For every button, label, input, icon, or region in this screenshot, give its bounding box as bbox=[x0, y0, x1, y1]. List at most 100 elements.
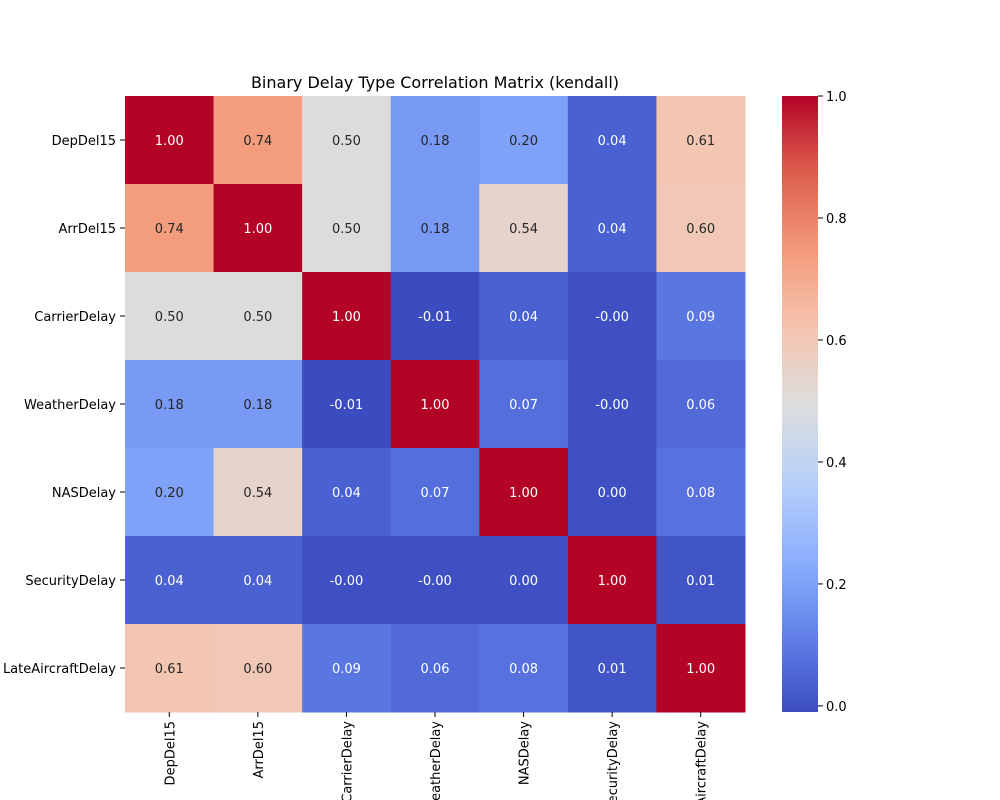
heatmap-cells bbox=[125, 96, 746, 713]
heatmap-cell-label: 1.00 bbox=[598, 574, 627, 589]
heatmap-cell bbox=[479, 448, 569, 537]
heatmap-cell bbox=[302, 536, 392, 625]
heatmap-cell bbox=[567, 184, 657, 273]
heatmap-cell-label: 0.09 bbox=[332, 662, 361, 677]
heatmap-cell-labels: 1.00 0.74 0.50 0.18 0.20 0.04 0.61 0.74 1.00 0.50… bbox=[155, 134, 715, 677]
heatmap-cell-label: 0.04 bbox=[509, 310, 538, 325]
heatmap-cell bbox=[656, 536, 746, 625]
heatmap-cell-label: 0.04 bbox=[598, 134, 627, 149]
heatmap-cell bbox=[567, 624, 657, 713]
heatmap-cell-label: 0.18 bbox=[243, 398, 272, 413]
heatmap-cell bbox=[213, 96, 303, 185]
x-tick-label: WeatherDelay bbox=[429, 721, 444, 800]
heatmap-cell bbox=[390, 624, 480, 713]
heatmap-cell bbox=[479, 96, 569, 185]
heatmap-cell bbox=[125, 536, 215, 625]
y-tick-label: WeatherDelay bbox=[24, 398, 116, 413]
chart-title: Binary Delay Type Correlation Matrix (ke… bbox=[251, 73, 619, 92]
heatmap-cell bbox=[567, 272, 657, 361]
heatmap-cell bbox=[656, 96, 746, 185]
heatmap-cell bbox=[567, 360, 657, 449]
heatmap-cell bbox=[390, 272, 480, 361]
heatmap-cell-label: 0.74 bbox=[243, 134, 272, 149]
x-tick-label: ArrDel15 bbox=[252, 721, 267, 779]
heatmap-cell-label: -0.00 bbox=[595, 398, 629, 413]
heatmap-cell bbox=[479, 360, 569, 449]
y-tick-label: SecurityDelay bbox=[25, 574, 116, 589]
heatmap-cell bbox=[125, 448, 215, 537]
colorbar: 0.0 0.2 0.4 0.6 0.8 1.0 bbox=[782, 90, 847, 715]
heatmap-cell bbox=[479, 272, 569, 361]
heatmap-cell bbox=[125, 96, 215, 185]
heatmap-cell bbox=[213, 624, 303, 713]
heatmap-cell bbox=[125, 184, 215, 273]
heatmap-cell-label: 0.18 bbox=[421, 134, 450, 149]
heatmap-cell bbox=[390, 184, 480, 273]
x-tick-label: SecurityDelay bbox=[606, 721, 621, 800]
heatmap-cell bbox=[390, 536, 480, 625]
heatmap-cell bbox=[479, 184, 569, 273]
heatmap-cell bbox=[390, 96, 480, 185]
colorbar-tick-label: 0.8 bbox=[826, 212, 847, 227]
heatmap-cell-label: 0.20 bbox=[155, 486, 184, 501]
colorbar-gradient bbox=[782, 96, 818, 712]
heatmap-cell bbox=[479, 624, 569, 713]
heatmap-cell-label: 0.60 bbox=[686, 222, 715, 237]
heatmap-cell-label: 0.54 bbox=[243, 486, 272, 501]
heatmap-cell-label: 0.61 bbox=[155, 662, 184, 677]
heatmap-cell bbox=[390, 448, 480, 537]
heatmap-cell-label: 0.18 bbox=[155, 398, 184, 413]
x-tick-label: NASDelay bbox=[518, 721, 533, 785]
heatmap-cell bbox=[302, 96, 392, 185]
colorbar-tick-label: 0.0 bbox=[826, 700, 847, 715]
heatmap-cell-label: 0.01 bbox=[598, 662, 627, 677]
heatmap-cell-label: 0.50 bbox=[332, 222, 361, 237]
heatmap-cell-label: 0.09 bbox=[686, 310, 715, 325]
heatmap-cell bbox=[656, 184, 746, 273]
y-tick-label: LateAircraftDelay bbox=[3, 662, 116, 677]
heatmap-cell-label: 0.74 bbox=[155, 222, 184, 237]
heatmap-cell bbox=[656, 624, 746, 713]
y-axis-ticks: DepDel15 ArrDel15 CarrierDelay WeatherDelay… bbox=[3, 134, 125, 677]
heatmap-cell-label: 0.07 bbox=[421, 486, 450, 501]
heatmap-cell-label: 0.61 bbox=[686, 134, 715, 149]
x-axis-ticks: DepDel15 ArrDel15 CarrierDelay WeatherDelay… bbox=[163, 712, 710, 800]
heatmap-cell-label: -0.00 bbox=[595, 310, 629, 325]
heatmap-cell-label: 0.08 bbox=[509, 662, 538, 677]
heatmap-cell bbox=[213, 360, 303, 449]
colorbar-tick-label: 0.4 bbox=[826, 456, 847, 471]
y-tick-label: NASDelay bbox=[52, 486, 116, 501]
heatmap-cell-label: 1.00 bbox=[332, 310, 361, 325]
heatmap-cell-label: 0.04 bbox=[332, 486, 361, 501]
heatmap-cell bbox=[567, 536, 657, 625]
heatmap-cell bbox=[213, 448, 303, 537]
heatmap-cell bbox=[302, 448, 392, 537]
heatmap-cell bbox=[213, 184, 303, 273]
heatmap-cell-label: -0.00 bbox=[330, 574, 364, 589]
heatmap-cell-label: -0.00 bbox=[418, 574, 452, 589]
heatmap-cell bbox=[302, 624, 392, 713]
heatmap-cell-label: 1.00 bbox=[509, 486, 538, 501]
heatmap-cell bbox=[302, 184, 392, 273]
heatmap-cell bbox=[567, 96, 657, 185]
heatmap-cell-label: 0.50 bbox=[243, 310, 272, 325]
heatmap-cell-label: 0.54 bbox=[509, 222, 538, 237]
heatmap-cell-label: 0.04 bbox=[243, 574, 272, 589]
x-tick-label: CarrierDelay bbox=[340, 721, 355, 800]
heatmap-cell-label: 0.07 bbox=[509, 398, 538, 413]
heatmap-cell-label: -0.01 bbox=[418, 310, 452, 325]
heatmap-cell bbox=[656, 448, 746, 537]
heatmap-cell-label: 0.00 bbox=[598, 486, 627, 501]
heatmap-cell-label: 0.00 bbox=[509, 574, 538, 589]
y-tick-label: DepDel15 bbox=[52, 134, 116, 149]
heatmap-cell-label: 0.20 bbox=[509, 134, 538, 149]
heatmap-cell-label: 1.00 bbox=[421, 398, 450, 413]
heatmap-cell-label: 1.00 bbox=[155, 134, 184, 149]
heatmap-cell bbox=[213, 272, 303, 361]
heatmap-cell bbox=[567, 448, 657, 537]
heatmap-cell bbox=[390, 360, 480, 449]
heatmap-cell-label: 0.50 bbox=[155, 310, 184, 325]
heatmap-cell bbox=[302, 360, 392, 449]
